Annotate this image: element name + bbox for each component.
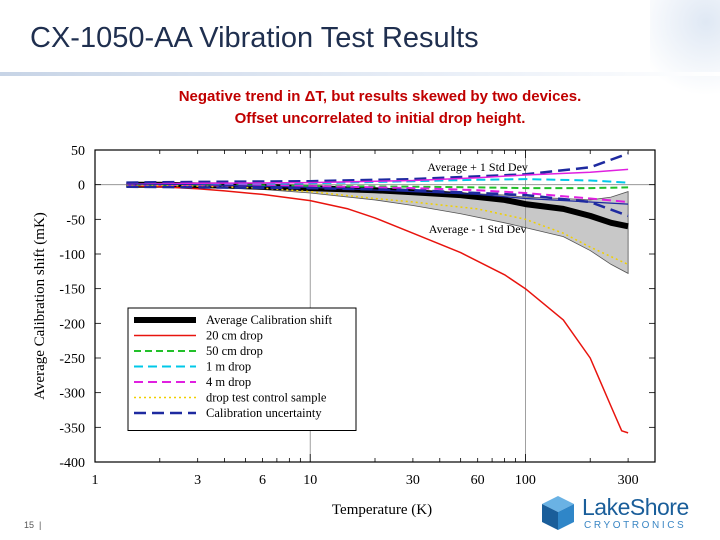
series-unlabeled-9 — [126, 183, 629, 205]
y-tick-label: -150 — [59, 283, 85, 298]
y-tick-label: -400 — [59, 456, 85, 471]
x-tick-label: 10 — [303, 473, 317, 488]
x-tick-label: 6 — [259, 473, 266, 488]
y-tick-label: -50 — [66, 213, 85, 228]
legend-label: Calibration uncertainty — [206, 406, 322, 420]
series-layer — [126, 152, 629, 434]
legend-label: 50 cm drop — [206, 344, 263, 358]
x-tick-label: 1 — [92, 473, 99, 488]
page-number-value: 15 — [24, 520, 35, 530]
slide-title: CX-1050-AA Vibration Test Results — [30, 22, 479, 54]
x-axis-label: Temperature (K) — [332, 502, 432, 518]
x-tick-label: 30 — [406, 473, 420, 488]
y-tick-label: -250 — [59, 352, 85, 367]
page-number: 15 | — [24, 520, 42, 530]
corner-glow — [650, 0, 720, 110]
y-axis-label: Average Calibration shift (mK) — [32, 212, 48, 400]
annotation-avg-minus-std: Average - 1 Std Dev — [429, 222, 527, 236]
annotation-avg-plus-std: Average + 1 Std Dev — [427, 160, 528, 174]
series-20-cm-drop — [126, 184, 629, 434]
y-tick-label: -200 — [59, 317, 85, 332]
x-tick-label: 300 — [618, 473, 639, 488]
x-tick-label: 60 — [471, 473, 485, 488]
logo-brand-text: LakeShore — [582, 494, 689, 520]
x-tick-label: 3 — [194, 473, 201, 488]
series-50-cm-drop — [126, 183, 629, 190]
y-tick-label: 0 — [78, 179, 85, 194]
annotation-layer: Average + 1 Std Dev Average - 1 Std Dev — [427, 160, 528, 236]
series-drop-test-control-sample — [126, 183, 629, 266]
chart-subtitle-line-2: Offset uncorrelated to initial drop heig… — [234, 110, 526, 127]
legend-label: 20 cm drop — [206, 329, 263, 343]
series-unlabeled-8 — [126, 168, 629, 185]
title-rule — [0, 72, 720, 76]
logo-subtext: CRYOTRONICS — [584, 520, 687, 531]
y-tick-label: -300 — [59, 387, 85, 402]
legend-label: drop test control sample — [206, 391, 327, 405]
chart-subtitle-line-1: Negative trend in ΔT, but results skewed… — [178, 88, 582, 105]
legend-box — [127, 307, 357, 431]
lakeshore-logo: LakeShore CRYOTRONICS — [540, 494, 710, 534]
series-calibration-uncertainty — [126, 152, 629, 184]
legend-label: Average Calibration shift — [206, 313, 333, 327]
legend-label: 4 m drop — [206, 375, 251, 389]
y-tick-label: -100 — [59, 248, 85, 263]
y-tick-label: -350 — [59, 421, 85, 436]
tick-layer: 50 0 -50 -100 -150 -200 -250 -300 -350 -400 1 3 6 10 3… — [59, 144, 656, 488]
x-tick-label: 100 — [515, 473, 536, 488]
legend-label: 1 m drop — [206, 360, 251, 374]
y-tick-label: 50 — [71, 144, 85, 159]
logo-cube-icon — [542, 496, 574, 530]
